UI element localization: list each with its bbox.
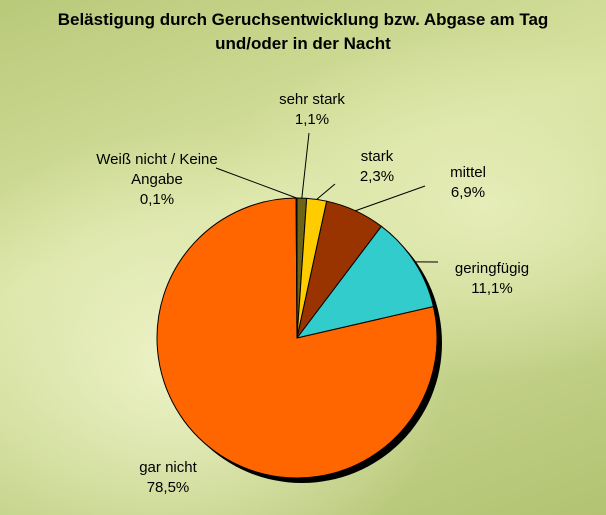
category-label: mittel: [428, 163, 508, 183]
leader-line: [317, 184, 335, 199]
category-label: geringfügig: [437, 259, 547, 279]
leader-line: [216, 168, 297, 198]
value-label: 78,5%: [113, 478, 223, 498]
category-label: stark: [337, 147, 417, 167]
category-label: sehr stark: [257, 90, 367, 110]
value-label: 1,1%: [257, 110, 367, 130]
value-label: 11,1%: [437, 279, 547, 299]
value-label: 6,9%: [428, 183, 508, 203]
page: Belästigung durch Geruchsentwicklung bzw…: [0, 0, 606, 515]
value-label: 2,3%: [337, 167, 417, 187]
value-label: 0,1%: [87, 190, 227, 210]
chart: [0, 0, 606, 515]
leader-line: [355, 186, 425, 211]
category-label: gar nicht: [113, 458, 223, 478]
leader-line: [302, 133, 309, 198]
category-label: Weiß nicht / Keine Angabe: [87, 150, 227, 190]
